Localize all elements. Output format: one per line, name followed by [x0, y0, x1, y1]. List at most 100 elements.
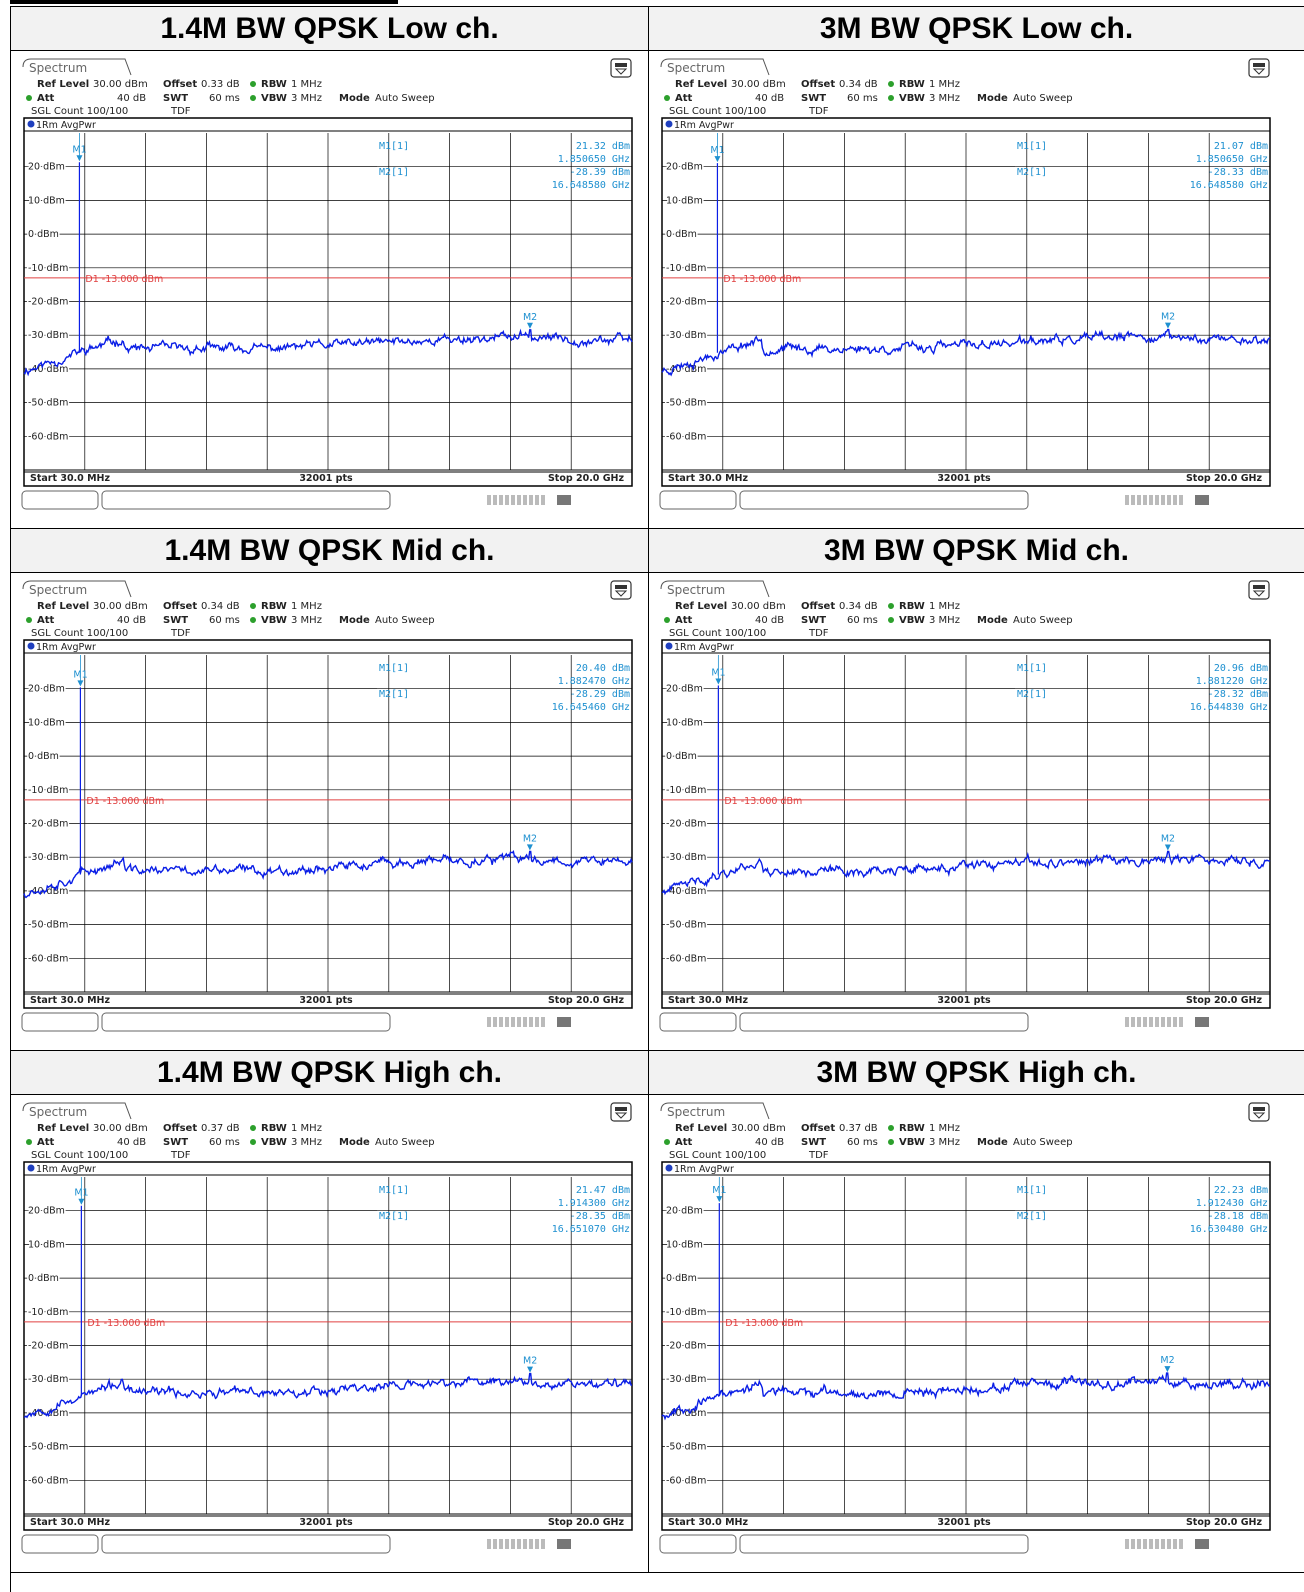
spectrum-tab[interactable]: [660, 58, 770, 76]
result-cell: 3M BW QPSK Mid ch. Spectrum Ref Level 30.00…: [649, 529, 1304, 1051]
y-tick-label: -50 dBm: [666, 398, 706, 409]
analyzer-screenshot: Spectrum Ref Level 30.00 dBm Offset 0.37 dB R…: [649, 1095, 1304, 1567]
status-dot-icon: [250, 95, 256, 101]
marker-m2-tag: M2: [1161, 834, 1175, 845]
swt-label: SWT: [163, 615, 188, 626]
status-icon: [557, 1539, 571, 1549]
att-value: 40 dB: [117, 93, 146, 104]
marker-m1-level: 22.23 dBm: [1214, 1185, 1268, 1196]
trace-indicator-icon: [665, 642, 673, 650]
ref-level-value: 30.00 dBm: [93, 79, 148, 90]
y-tick-label: -30 dBm: [28, 1374, 68, 1385]
limit-label: D1 -13.000 dBm: [86, 796, 164, 807]
x-stop-label: Stop 20.0 GHz: [1186, 995, 1263, 1006]
y-tick-label: -10 dBm: [666, 263, 706, 274]
spectrum-analyzer-plot: Spectrum Ref Level 30.00 dBm Offset 0.34 dB R…: [659, 58, 1271, 510]
att-label: Att: [675, 93, 693, 104]
x-start-label: Start 30.0 MHz: [30, 473, 110, 484]
y-tick-label: -60 dBm: [666, 1475, 706, 1486]
y-tick-label: -30 dBm: [666, 1374, 706, 1385]
marker-m1-level: 21.47 dBm: [576, 1185, 630, 1196]
trace-label: 1Rm AvgPwr: [674, 120, 734, 131]
offset-value: 0.34 dB: [839, 79, 878, 90]
mode-label: Mode: [977, 93, 1008, 104]
y-tick-label: 0 dBm: [28, 229, 59, 240]
offset-value: 0.34 dB: [839, 601, 878, 612]
status-dot-icon: [664, 1139, 670, 1145]
mode-label: Mode: [977, 1137, 1008, 1148]
marker-m2-label: M2[1]: [379, 689, 409, 700]
ref-level-label: Ref Level: [675, 79, 727, 90]
rbw-label: RBW: [899, 601, 925, 612]
marker-m2-tag: M2: [523, 1356, 537, 1367]
vbw-label: VBW: [261, 93, 287, 104]
offset-label: Offset: [801, 79, 835, 90]
ref-level-label: Ref Level: [37, 601, 89, 612]
marker-m2-tag: M2: [523, 312, 537, 323]
offset-label: Offset: [163, 601, 197, 612]
status-field: [659, 490, 737, 510]
sgl-count: SGL Count 100/100: [31, 1150, 128, 1161]
vbw-label: VBW: [899, 1137, 925, 1148]
att-label: Att: [37, 1137, 55, 1148]
spectrum-tab[interactable]: [660, 580, 770, 598]
y-tick-label: -60 dBm: [28, 1475, 68, 1486]
spectrum-tab[interactable]: [22, 580, 132, 598]
result-cell: 1.4M BW QPSK Low ch. Spectrum Ref Level 30.…: [11, 7, 649, 529]
status-dot-icon: [888, 603, 894, 609]
mode-value: Auto Sweep: [375, 615, 435, 626]
trace-label: 1Rm AvgPwr: [674, 1164, 734, 1175]
vbw-value: 3 MHz: [929, 93, 960, 104]
marker-m1-label: M1[1]: [1017, 1185, 1047, 1196]
spectrum-trace: [23, 1372, 632, 1419]
marker-m2-icon: [1164, 1366, 1171, 1373]
spectrum-tab[interactable]: [22, 58, 132, 76]
status-message-field: [739, 1534, 1029, 1554]
y-tick-label: -30 dBm: [666, 330, 706, 341]
mode-value: Auto Sweep: [1013, 615, 1073, 626]
y-tick-label: 20 dBm: [28, 1206, 65, 1217]
marker-m1-level: 20.40 dBm: [576, 663, 630, 674]
marker-m1-label: M1[1]: [379, 663, 409, 674]
y-tick-label: -20 dBm: [28, 297, 68, 308]
status-icon: [1195, 495, 1209, 505]
y-tick-label: -30 dBm: [666, 852, 706, 863]
status-dot-icon: [888, 617, 894, 623]
marker-m1-frequency: 1.850650 GHz: [558, 154, 630, 165]
tdf-label: TDF: [170, 106, 191, 117]
toolbar-menu-icon[interactable]: [1248, 580, 1270, 600]
marker-m2-frequency: 16.630480 GHz: [1190, 1224, 1268, 1235]
toolbar-menu-icon[interactable]: [1248, 1102, 1270, 1122]
marker-m2-level: -28.18 dBm: [1208, 1211, 1268, 1222]
spectrum-analyzer-plot: Spectrum Ref Level 30.00 dBm Offset 0.33 dB R…: [21, 58, 633, 510]
sgl-count: SGL Count 100/100: [669, 106, 766, 117]
spectrum-tab[interactable]: [22, 1102, 132, 1120]
status-dot-icon: [250, 1125, 256, 1131]
rbw-value: 1 MHz: [929, 601, 960, 612]
spectrum-trace: [661, 850, 1271, 896]
offset-value: 0.33 dB: [201, 79, 240, 90]
x-stop-label: Stop 20.0 GHz: [548, 995, 625, 1006]
toolbar-menu-icon[interactable]: [610, 58, 632, 78]
marker-m2-level: -28.39 dBm: [570, 167, 630, 178]
y-tick-label: 0 dBm: [666, 751, 697, 762]
panel-title: 3M BW QPSK Mid ch.: [649, 529, 1304, 573]
spectrum-trace: [661, 328, 1271, 377]
trace-label: 1Rm AvgPwr: [674, 642, 734, 653]
offset-label: Offset: [163, 1123, 197, 1134]
marker-m2-icon: [526, 844, 533, 851]
toolbar-menu-icon[interactable]: [1248, 58, 1270, 78]
spectrum-tab[interactable]: [660, 1102, 770, 1120]
sgl-count: SGL Count 100/100: [31, 106, 128, 117]
toolbar-menu-icon[interactable]: [610, 580, 632, 600]
vbw-value: 3 MHz: [929, 1137, 960, 1148]
toolbar-menu-icon[interactable]: [610, 1102, 632, 1122]
ref-level-label: Ref Level: [675, 601, 727, 612]
rbw-value: 1 MHz: [291, 1123, 322, 1134]
status-field: [21, 1534, 99, 1554]
trace-indicator-icon: [27, 642, 35, 650]
panel-title: 1.4M BW QPSK Mid ch.: [11, 529, 648, 573]
att-label: Att: [37, 93, 55, 104]
y-tick-label: -10 dBm: [28, 263, 68, 274]
status-field: [21, 490, 99, 510]
